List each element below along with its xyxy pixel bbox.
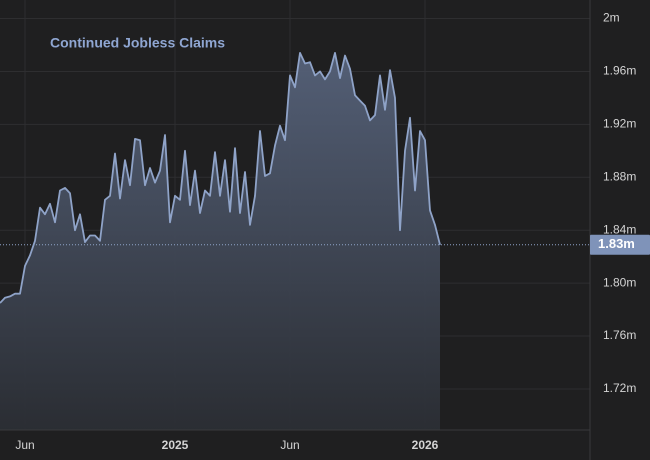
y-tick-label: 1.84m <box>603 222 636 236</box>
y-tick-label: 1.88m <box>603 169 636 183</box>
chart-title: Continued Jobless Claims <box>50 35 225 51</box>
last-value-label: 1.83m <box>598 236 635 251</box>
area <box>0 52 440 431</box>
x-tick-label: Jun <box>15 438 34 452</box>
y-tick-label: 1.72m <box>603 381 636 395</box>
labels: 1.72m 1.76m 1.80m 1.84m 1.88m 1.92m 1.96m 2m Jun… <box>15 11 650 452</box>
x-tick-label: Jun <box>280 438 299 452</box>
x-tick-label: 2026 <box>412 438 439 452</box>
y-tick-label: 1.76m <box>603 328 636 342</box>
plot <box>0 52 590 431</box>
y-tick-label: 1.96m <box>603 64 636 78</box>
y-tick-label: 1.80m <box>603 275 636 289</box>
y-tick-label: 1.92m <box>603 117 636 131</box>
y-tick-label: 2m <box>603 11 620 25</box>
line <box>0 52 441 304</box>
last-value-box <box>590 234 650 255</box>
x-tick-label: 2025 <box>162 438 189 452</box>
